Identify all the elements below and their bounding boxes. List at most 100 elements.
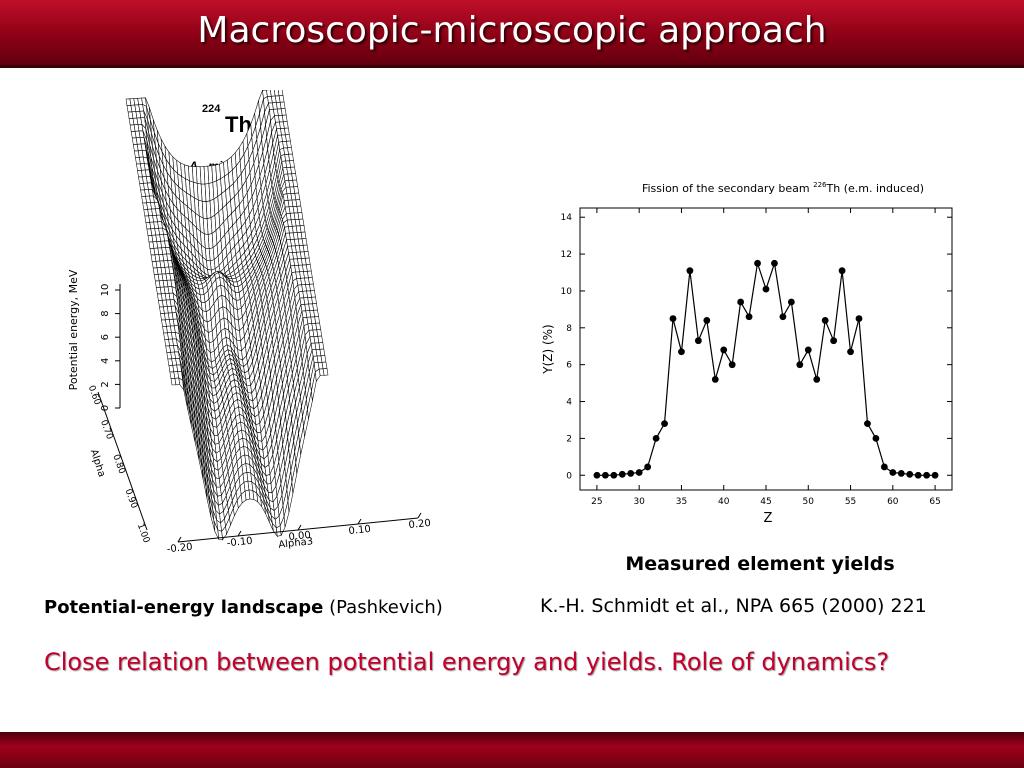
alpha3-tick-label: -0.20 bbox=[166, 542, 193, 556]
data-point bbox=[796, 361, 804, 369]
data-point bbox=[838, 267, 846, 275]
surface-cell bbox=[284, 127, 290, 136]
surface-cell bbox=[313, 309, 319, 318]
bottom-bar bbox=[0, 732, 1024, 768]
data-point bbox=[779, 313, 787, 321]
z-tick-label: 0 bbox=[100, 405, 111, 411]
data-point bbox=[728, 361, 736, 369]
surface-caption-bold: Potential-energy landscape bbox=[44, 597, 324, 618]
surface-cell bbox=[289, 160, 295, 168]
data-point bbox=[610, 471, 618, 479]
data-point bbox=[855, 315, 863, 322]
surface-cell bbox=[298, 218, 305, 227]
chart-reference: K.-H. Schmidt et al., NPA 665 (2000) 221 bbox=[540, 595, 927, 617]
data-point bbox=[787, 298, 795, 306]
data-point bbox=[745, 313, 753, 321]
data-point bbox=[635, 469, 643, 476]
alpha3-tick-label: 0.20 bbox=[408, 518, 430, 531]
surface-cell bbox=[302, 244, 309, 253]
surface-cell bbox=[292, 179, 299, 188]
z-tick-label: 8 bbox=[100, 310, 111, 316]
y-tick-label: 4 bbox=[566, 398, 572, 408]
yield-chart-svg: Fission of the secondary beam 226Th (e.m… bbox=[541, 181, 953, 526]
alpha3-tick-label: 0.00 bbox=[288, 530, 311, 543]
y-tick-label: 14 bbox=[561, 213, 573, 223]
surface-cell bbox=[309, 283, 315, 292]
x-tick-label: 40 bbox=[718, 497, 730, 507]
surface-cell bbox=[281, 114, 288, 123]
surface-cell bbox=[294, 192, 301, 201]
x-tick-label: 65 bbox=[929, 497, 940, 507]
alpha3-tick bbox=[417, 512, 422, 519]
surface-cell bbox=[285, 134, 291, 142]
surface-mesh bbox=[125, 88, 329, 541]
data-point bbox=[601, 471, 609, 479]
surface-plot: 224 Th A4-A7minimization 0246810Potentia… bbox=[67, 88, 431, 556]
data-point bbox=[720, 346, 728, 354]
surface-cell bbox=[296, 205, 303, 214]
x-tick-label: 50 bbox=[803, 497, 815, 507]
data-point bbox=[661, 420, 668, 428]
data-point bbox=[897, 470, 905, 477]
surface-cell bbox=[303, 251, 310, 259]
surface-cell bbox=[310, 290, 316, 298]
surface-cell bbox=[282, 121, 289, 129]
z-tick-label: 4 bbox=[100, 358, 111, 364]
nucleus-mass: 224 bbox=[202, 103, 221, 115]
surface-cell bbox=[317, 335, 324, 344]
surface-cell bbox=[295, 199, 302, 207]
surface-cell bbox=[297, 212, 304, 220]
x-tick-label: 60 bbox=[887, 497, 899, 507]
data-point bbox=[711, 376, 719, 383]
surface-cell bbox=[290, 166, 296, 175]
data-point bbox=[864, 420, 871, 428]
surface-cell bbox=[293, 186, 300, 194]
data-point bbox=[694, 337, 702, 345]
surface-cell bbox=[322, 368, 329, 376]
surface-cell bbox=[291, 173, 297, 181]
alpha-axis bbox=[97, 391, 148, 531]
surface-cell bbox=[286, 140, 292, 149]
data-point bbox=[703, 317, 711, 324]
surface-cell bbox=[280, 108, 287, 116]
surface-cell bbox=[301, 238, 308, 246]
data-point bbox=[754, 259, 761, 267]
x-tick-label: 45 bbox=[760, 497, 771, 507]
z-tick-label: 2 bbox=[100, 381, 111, 387]
x-tick-label: 35 bbox=[676, 497, 687, 507]
data-point bbox=[889, 469, 897, 476]
surface-cell bbox=[277, 88, 284, 97]
data-point bbox=[804, 346, 812, 354]
data-point bbox=[847, 348, 854, 356]
data-point bbox=[914, 471, 922, 479]
data-point bbox=[644, 463, 652, 471]
x-tick-label: 25 bbox=[591, 497, 602, 507]
data-point bbox=[686, 267, 694, 275]
data-point bbox=[872, 434, 880, 442]
data-point bbox=[906, 470, 914, 478]
surface-cell bbox=[300, 231, 307, 240]
y-tick-label: 2 bbox=[566, 434, 572, 444]
conclusion-text: Close relation between potential energy … bbox=[44, 648, 890, 676]
x-axis-label: Z bbox=[764, 511, 773, 526]
data-point bbox=[737, 298, 745, 306]
surface-cell bbox=[318, 342, 325, 350]
z-axis-label: Potential energy, MeV bbox=[67, 269, 80, 390]
surface-cell bbox=[315, 322, 322, 331]
potential-energy-surface-figure: 224 Th A4-A7minimization 0246810Potentia… bbox=[50, 88, 431, 560]
data-point bbox=[627, 470, 635, 477]
alpha3-axis-label: Alpha3 bbox=[278, 536, 314, 551]
yield-line bbox=[596, 263, 936, 476]
surface-cell bbox=[321, 361, 328, 370]
chart-title: Fission of the secondary beam 226Th (e.m… bbox=[642, 181, 924, 195]
surface-cell bbox=[305, 264, 312, 272]
data-point bbox=[669, 315, 677, 322]
data-point bbox=[923, 471, 931, 479]
chart-caption: Measured element yields bbox=[625, 553, 895, 575]
surface-caption: Potential-energy landscape (Pashkevich) bbox=[44, 597, 443, 618]
alpha3-tick bbox=[237, 530, 242, 537]
surface-cell bbox=[316, 329, 323, 337]
alpha3-tick-label: 0.10 bbox=[348, 524, 371, 537]
alpha3-tick bbox=[297, 524, 302, 531]
